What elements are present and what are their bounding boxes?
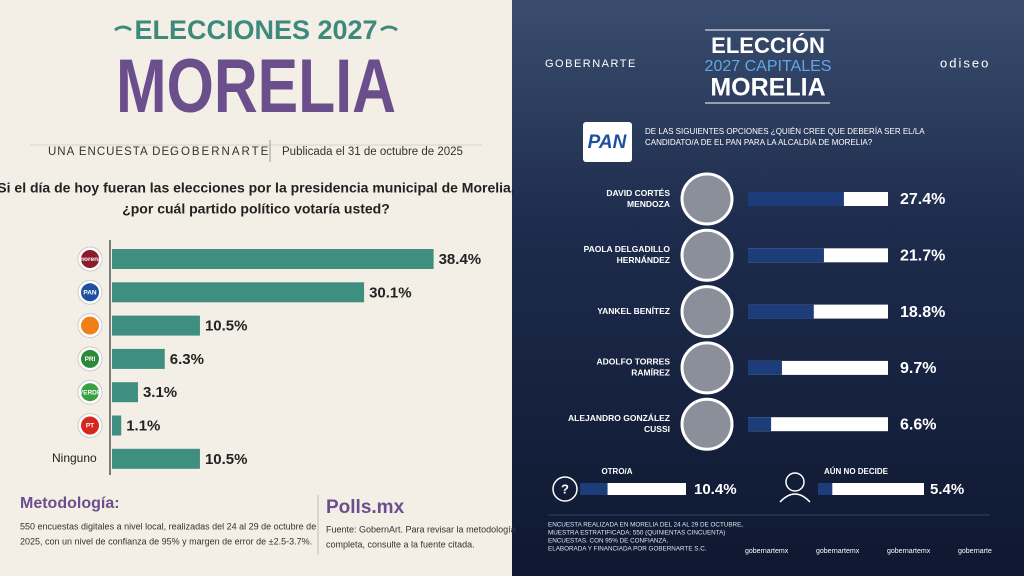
note: ENCUESTA REALIZADA EN MORELIA DEL 24 AL … [548,522,743,529]
bar [112,282,365,303]
supertitle: ELECCIONES 2027 [134,15,377,45]
bar-track [818,483,924,495]
candidate-name: MENDOZA [627,199,670,209]
category-label: OTRO/A [601,467,632,476]
candidate-name: PAOLA DELGADILLO [584,244,671,254]
bar [748,248,824,263]
undecided-icon [779,493,811,503]
value-label: 1.1% [126,417,160,434]
methodology-title: Metodología: [20,495,120,512]
methodology: 550 encuestas digitales a nivel local, r… [20,521,316,531]
bar [748,304,814,319]
question: Si el día de hoy fueran las elecciones p… [0,180,515,196]
social: gobernarte [958,548,992,555]
source: completa, consulte a la fuente citada. [326,539,475,549]
source: Fuente: GobernArt. Para revisar la metod… [326,524,516,534]
candidate-photo [680,341,734,395]
bar [112,382,138,403]
party: PAN [588,132,628,153]
category-label: Ninguno [52,451,97,465]
value-label: 27.4% [900,191,945,208]
candidate-name: HERNÁNDEZ [617,255,670,265]
category-label: AÚN NO DECIDE [824,467,889,476]
category-label: PAN [83,290,97,297]
bar [748,417,772,432]
candidate-name: CUSSI [644,424,670,434]
bar [112,415,122,436]
question: ¿por cuál partido político votaría usted… [122,201,390,217]
right-panel [512,0,1024,576]
party-logo [81,349,99,368]
value-label: 6.3% [170,351,204,368]
bar [112,249,434,269]
value-label: 5.4% [930,481,964,498]
undecided-icon [785,472,805,492]
candidate-name: DAVID CORTÉS [606,188,670,198]
bar-track [748,360,888,375]
candidate-photo [680,285,734,339]
value-label: 6.6% [900,416,936,433]
category-label: PRI [85,356,96,363]
date: Publicada el 31 de octubre de 2025 [282,146,463,158]
value-label: 3.1% [143,384,177,401]
social: gobernartemx [745,548,789,555]
question-icon [552,476,578,502]
value-label: 9.7% [900,360,936,377]
category-label: morena [78,256,102,263]
question: DE LAS SIGUIENTES OPCIONES ¿QUIÉN CREE Q… [645,127,925,136]
party-logo [81,316,99,335]
bar [818,483,833,495]
social: gobernartemx [816,548,860,555]
value-label: 10.5% [205,318,248,335]
bar [580,483,608,495]
value-label: 18.8% [900,304,945,321]
value-label: 21.7% [900,248,945,265]
candidate-name: RAMÍREZ [631,368,670,378]
title: 2027 CAPITALES [705,58,832,75]
source-logo: Polls.mx [326,497,405,518]
methodology: 2025, con un nivel de confianza de 95% y… [20,536,312,546]
pan-logo [583,122,632,162]
party-logo [81,383,99,402]
bar [748,360,782,375]
bar [112,315,200,336]
value-label: 10.4% [694,481,737,498]
partner: odiseo [940,55,990,70]
decoration [114,25,398,32]
bar-track [748,417,888,432]
candidate-name: YANKEL BENÍTEZ [597,306,670,316]
social: gobernartemx [887,548,931,555]
note: ELABORADA Y FINANCIADA POR GOBERNARTE S.… [548,546,707,553]
title: ELECCIÓN [711,33,825,58]
icon: ? [561,481,569,496]
note: ENCUESTAS. CON 95% DE CONFIANZA. [548,538,668,545]
brand: GOBERNARTE [170,146,270,158]
party-logo [81,250,99,268]
brand: GOBERNARTE [545,58,637,70]
candidate-name: ALEJANDRO GONZÁLEZ [568,413,670,423]
candidate-name: ADOLFO TORRES [596,357,670,367]
party-logo [81,416,99,435]
candidate-photo [680,172,734,226]
title: MORELIA [710,74,825,102]
value-label: 30.1% [369,284,412,301]
title: MORELIA [116,44,396,129]
byline: UNA ENCUESTA DE: [48,146,174,158]
value-label: 10.5% [205,451,248,468]
bar [112,348,165,369]
candidate-photo [680,397,734,451]
category-label: PT [86,423,94,430]
party-logo [81,283,99,302]
value-label: 38.4% [439,251,482,268]
bar [112,448,200,469]
bar [748,192,844,206]
candidate-photo [680,228,734,282]
question: CANDIDATO/A DE EL PAN PARA LA ALCALDÍA D… [645,138,873,147]
category-label: VERDE [79,389,102,396]
note: MUESTRA ESTRATIFICADA: 550 (QUINIENTAS C… [548,530,725,537]
